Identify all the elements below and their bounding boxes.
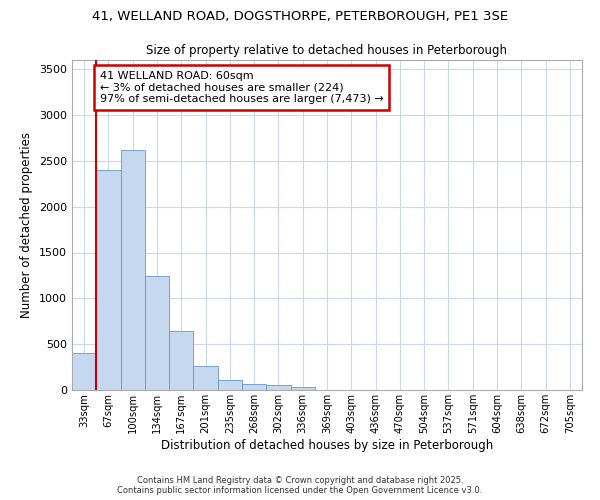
Bar	[169, 332, 193, 390]
Bar	[72, 354, 96, 390]
Y-axis label: Number of detached properties: Number of detached properties	[20, 132, 34, 318]
Text: 41 WELLAND ROAD: 60sqm
← 3% of detached houses are smaller (224)
97% of semi-det: 41 WELLAND ROAD: 60sqm ← 3% of detached …	[100, 71, 383, 104]
X-axis label: Distribution of detached houses by size in Peterborough: Distribution of detached houses by size …	[161, 438, 493, 452]
Bar	[96, 170, 121, 390]
Bar	[145, 276, 169, 390]
Bar	[290, 387, 315, 390]
Bar	[193, 366, 218, 390]
Bar	[218, 380, 242, 390]
Bar	[266, 385, 290, 390]
Text: 41, WELLAND ROAD, DOGSTHORPE, PETERBOROUGH, PE1 3SE: 41, WELLAND ROAD, DOGSTHORPE, PETERBOROU…	[92, 10, 508, 23]
Bar	[242, 384, 266, 390]
Text: Contains HM Land Registry data © Crown copyright and database right 2025.
Contai: Contains HM Land Registry data © Crown c…	[118, 476, 482, 495]
Title: Size of property relative to detached houses in Peterborough: Size of property relative to detached ho…	[146, 44, 508, 58]
Bar	[121, 150, 145, 390]
